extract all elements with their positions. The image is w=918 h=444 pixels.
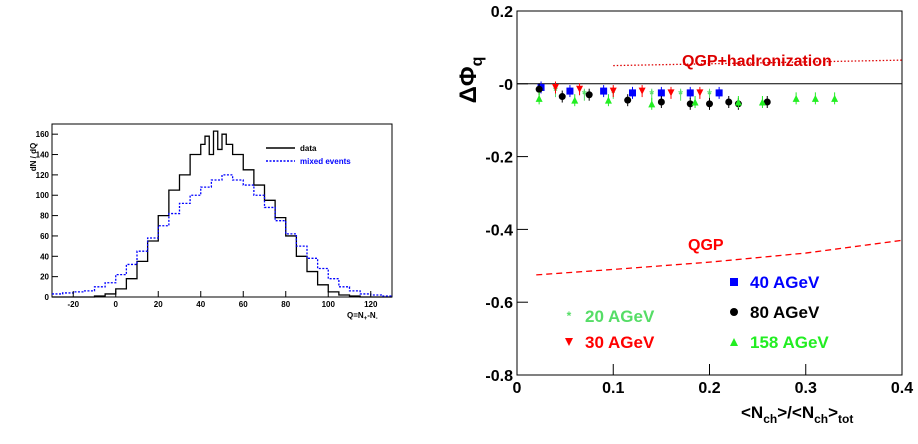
point-square [566,87,574,95]
right-y-tick-label: -0.8 [485,368,513,385]
point-triangle-up [811,94,819,102]
left-y-tick-label: 40 [40,252,49,261]
point-circle [763,98,771,106]
right-y-tick-label: -0.6 [485,295,513,312]
legend-data-label: data [300,144,317,153]
left-x-ticks: -20 0 20 40 60 80 100 120 [67,291,378,309]
point-triangle-down [565,338,573,346]
left-y-tick-label: 160 [36,130,50,139]
legend-label: 158 AGeV [750,333,829,352]
point-circle [730,308,738,316]
left-y-tick-label: 60 [40,232,49,241]
left-x-tick-label: 80 [281,300,290,309]
point-circle [686,100,694,108]
point-circle [558,93,566,101]
histogram-chart: -20 0 20 40 60 80 100 120 0 20 40 60 80 100 120 140 160… [29,123,393,322]
left-x-tick-label: 20 [154,300,163,309]
point-star: * [567,309,572,323]
point-triangle-down [609,87,617,95]
left-series-group [52,130,393,298]
point-triangle-up [730,338,738,346]
point-triangle-up [831,94,839,102]
left-y-ticks: 0 20 40 60 80 100 120 140 160 [36,130,58,302]
point-star: * [707,88,712,102]
left-x-tick-label: -20 [67,300,79,309]
point-star: * [678,88,683,102]
left-series-0-line [52,130,392,298]
left-y-axis-label: dN / dQ [29,143,38,171]
right-legend: * 20 AGeV 30 AGeV 40 AGeV 80 AGeV 158 AGeV [565,273,829,352]
left-x-tick-label: 100 [322,300,336,309]
point-circle [706,100,713,108]
legend-label: 30 AGeV [585,333,655,352]
point-square [686,89,694,97]
model-curves [536,59,903,276]
point-star: * [582,88,587,102]
right-y-tick-label: -0.2 [485,150,513,167]
left-series-1-line [52,174,393,297]
delta-phi-chart: 00.10.20.30.40.2-0-0.2-0.4-0.6-0.8 *****… [455,4,913,426]
model-curve-0 [613,59,903,67]
right-y-axis-label: ΔΦq [455,57,486,104]
point-circle [725,98,733,106]
left-plot-frame [51,123,393,298]
point-square [629,89,636,97]
point-triangle-up [571,96,579,104]
left-x-tick-label: 120 [364,300,378,309]
qgp-label: QGP [688,237,724,254]
right-x-axis-label: <Nch>/<Nch>tot [741,403,853,426]
right-x-tick-label: 0.3 [795,380,817,397]
right-y-tick-label: 0.2 [491,4,513,21]
left-x-tick-label: 0 [114,300,119,309]
point-triangle-up [604,96,612,104]
point-triangle-up [648,100,656,108]
left-y-tick-label: 80 [40,212,49,221]
right-x-tick-label: 0.1 [602,380,624,397]
point-star: * [649,88,654,102]
left-y-tick-label: 100 [36,191,50,200]
point-triangle-down [552,83,559,91]
point-triangle-up [535,94,543,102]
right-axis-ticks: 0 0.1 0.2 0.3 0.4 0.2 -0 -0.2 -0.4 -0.6 -0.8 [485,4,913,397]
right-y-tick-label: -0 [499,77,513,94]
left-x-tick-label: 60 [239,300,248,309]
point-circle [657,98,665,106]
legend-label: 40 AGeV [750,273,820,292]
point-square [730,278,738,286]
point-triangle-up [734,98,742,106]
point-triangle-down [667,89,675,97]
right-x-tick-label: 0 [513,380,522,397]
point-circle [585,91,593,99]
point-triangle-down [696,89,704,97]
model-curve-1 [536,239,903,276]
right-x-tick-label: 0.2 [698,380,720,397]
point-triangle-down [638,87,646,95]
point-triangle-up [691,98,699,106]
right-x-tick-label: 0.4 [891,380,913,397]
point-triangle-up [792,94,800,102]
point-triangle-down [576,85,584,93]
data-points: ****** [535,81,839,110]
point-triangle-up [758,98,766,106]
point-square [657,89,665,97]
point-circle [535,85,543,93]
left-x-tick-label: 40 [196,300,205,309]
right-y-tick-label: -0.4 [485,222,513,239]
legend-label: 80 AGeV [750,303,820,322]
point-square [715,89,723,97]
left-y-tick-label: 120 [36,171,50,180]
point-circle [624,96,632,104]
point-square [600,87,608,95]
qgp-hadronization-label: QGP+hadronization [682,53,832,70]
legend-mixed-label: mixed events [300,157,351,166]
legend-label: 20 AGeV [585,307,655,326]
left-y-tick-label: 0 [45,293,50,302]
left-x-axis-label: Q=N+-N- [347,311,378,322]
left-y-tick-label: 140 [36,151,50,160]
left-y-tick-label: 20 [40,273,49,282]
